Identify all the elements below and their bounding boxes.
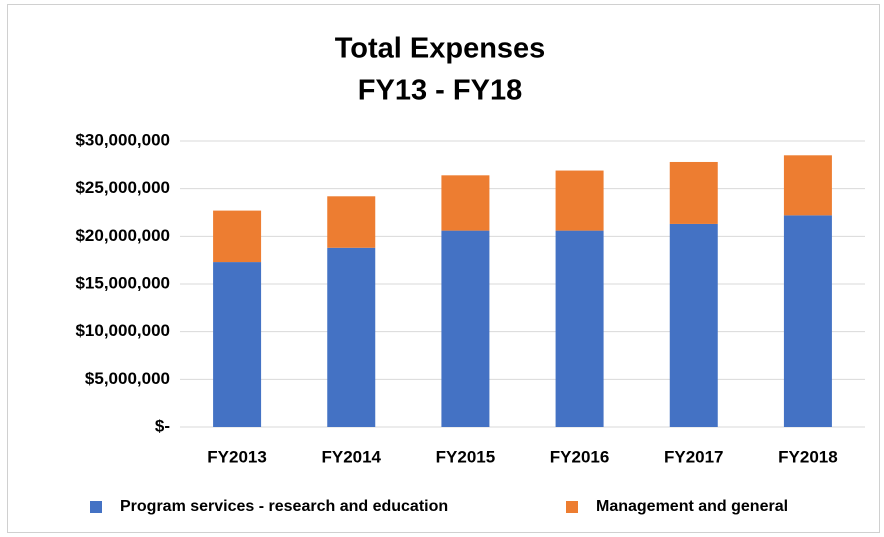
- x-tick-label: FY2017: [664, 447, 724, 466]
- y-tick-label: $20,000,000: [75, 226, 170, 245]
- x-tick-label: FY2015: [436, 447, 496, 466]
- bar-segment: [783, 155, 832, 216]
- bar-segment: [441, 175, 490, 231]
- x-tick-label: FY2014: [321, 447, 381, 466]
- bar-segment: [213, 262, 262, 427]
- bar-segment: [213, 210, 262, 263]
- legend-swatch: [566, 501, 578, 513]
- bar-segment: [783, 215, 832, 427]
- chart-title: Total Expenses: [335, 33, 546, 65]
- bar-segment: [327, 247, 376, 427]
- legend-label: Management and general: [596, 498, 788, 515]
- y-tick-label: $5,000,000: [85, 369, 170, 388]
- bar-segment: [555, 170, 604, 231]
- x-tick-label: FY2016: [550, 447, 610, 466]
- x-tick-label: FY2018: [778, 447, 838, 466]
- x-tick-label: FY2013: [207, 447, 267, 466]
- y-tick-label: $25,000,000: [75, 178, 170, 197]
- y-tick-label: $-: [155, 416, 170, 435]
- legend-label: Program services - research and educatio…: [120, 498, 448, 515]
- bar-segment: [327, 196, 376, 248]
- y-tick-label: $10,000,000: [75, 321, 170, 340]
- legend-swatch: [90, 501, 102, 513]
- bar-segment: [441, 230, 490, 427]
- bar-segment: [669, 161, 718, 224]
- bar-segment: [555, 230, 604, 427]
- y-tick-label: $30,000,000: [75, 130, 170, 149]
- y-tick-label: $15,000,000: [75, 273, 170, 292]
- bar-segment: [669, 223, 718, 427]
- chart-title: FY13 - FY18: [358, 75, 522, 107]
